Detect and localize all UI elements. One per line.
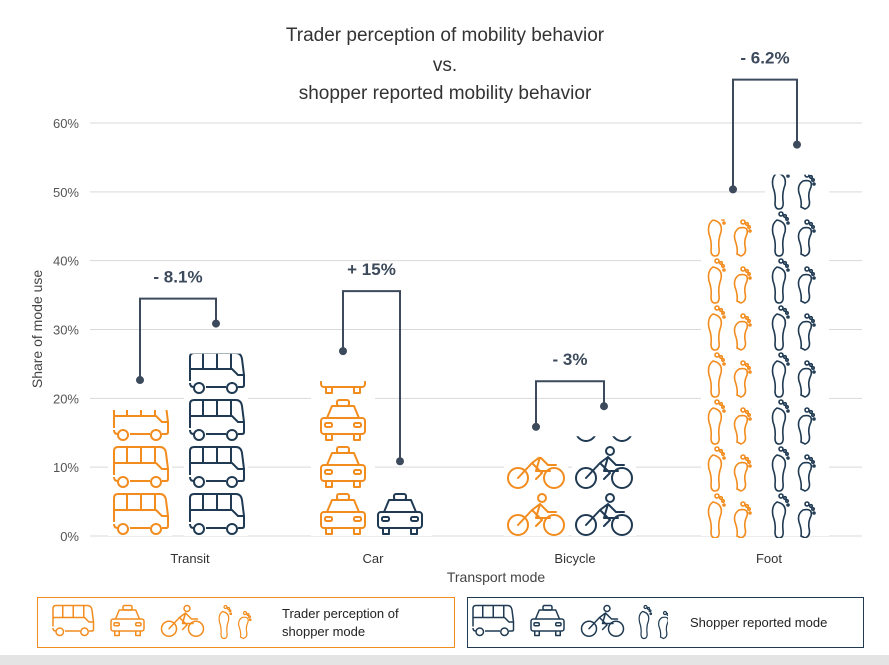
y-tick-label: 60% <box>53 116 79 131</box>
difference-bracket <box>535 380 605 427</box>
car-icon <box>320 381 366 394</box>
legend-trader: Trader perception of shopper mode <box>37 597 455 648</box>
footer-strip <box>0 655 889 665</box>
legend-bicycle-icon <box>160 604 205 637</box>
legend-trader-label: Trader perception of shopper mode <box>282 605 399 639</box>
y-tick-label: 20% <box>53 391 79 406</box>
legend-foot-icon <box>218 604 252 640</box>
x-tick-label: Transit <box>170 551 210 566</box>
bracket-dot <box>396 457 404 466</box>
legend-bus-icon <box>52 604 95 637</box>
transit-shopper-bar <box>184 353 248 536</box>
legend-foot-icon <box>638 604 668 640</box>
y-tick-label: 0% <box>60 529 79 544</box>
legend-car-icon <box>530 604 565 637</box>
y-tick-label: 30% <box>53 323 79 338</box>
x-tick-label: Bicycle <box>554 551 595 566</box>
legend-bus-icon <box>472 604 515 637</box>
bicycle-shopper-bar <box>572 436 636 536</box>
bracket-dot <box>600 402 608 411</box>
foot-icon <box>709 165 752 209</box>
bracket-dot <box>729 185 737 194</box>
difference-label: + 15% <box>347 260 396 279</box>
foot-trader-bar <box>701 165 765 538</box>
bracket-dot <box>532 422 540 431</box>
foot-shopper-bar <box>765 118 829 538</box>
chart-title: Trader perception of mobility behavior v… <box>286 25 605 104</box>
pictograph-chart: Trader perception of mobility behavior v… <box>29 25 862 585</box>
y-axis-label: Share of mode use <box>29 270 45 389</box>
title-line-3: shopper reported mobility behavior <box>299 83 592 104</box>
legend-trader-icons <box>52 604 252 640</box>
car-shopper-bar <box>368 491 432 536</box>
transit-trader-bar <box>108 410 172 536</box>
legend-shopper: Shopper reported mode <box>467 597 864 648</box>
bracket-dot <box>793 140 801 149</box>
difference-bracket <box>139 297 217 381</box>
title-line-1: Trader perception of mobility behavior <box>286 25 605 46</box>
x-axis-label: Transport mode <box>447 569 546 585</box>
difference-bracket <box>732 78 798 190</box>
y-tick-label: 50% <box>53 185 79 200</box>
bicycle-trader-bar <box>504 456 568 536</box>
difference-label: - 6.2% <box>740 49 789 68</box>
bracket-dot <box>212 319 220 328</box>
legend-shopper-label: Shopper reported mode <box>690 614 828 630</box>
foot-icon <box>773 118 816 162</box>
difference-label: - 8.1% <box>153 268 202 287</box>
legend-shopper-icons <box>472 604 668 640</box>
bracket-dot <box>136 376 144 385</box>
x-tick-label: Foot <box>756 551 782 566</box>
y-tick-label: 40% <box>53 254 79 269</box>
difference-label: - 3% <box>553 350 588 369</box>
x-tick-label: Car <box>363 551 385 566</box>
car-trader-bar <box>311 381 375 536</box>
difference-bracket <box>342 290 401 462</box>
legend-car-icon <box>110 604 145 637</box>
title-line-2: vs. <box>433 55 457 76</box>
legend-bicycle-icon <box>580 604 625 637</box>
bracket-dot <box>339 347 347 356</box>
y-tick-label: 10% <box>53 460 79 475</box>
